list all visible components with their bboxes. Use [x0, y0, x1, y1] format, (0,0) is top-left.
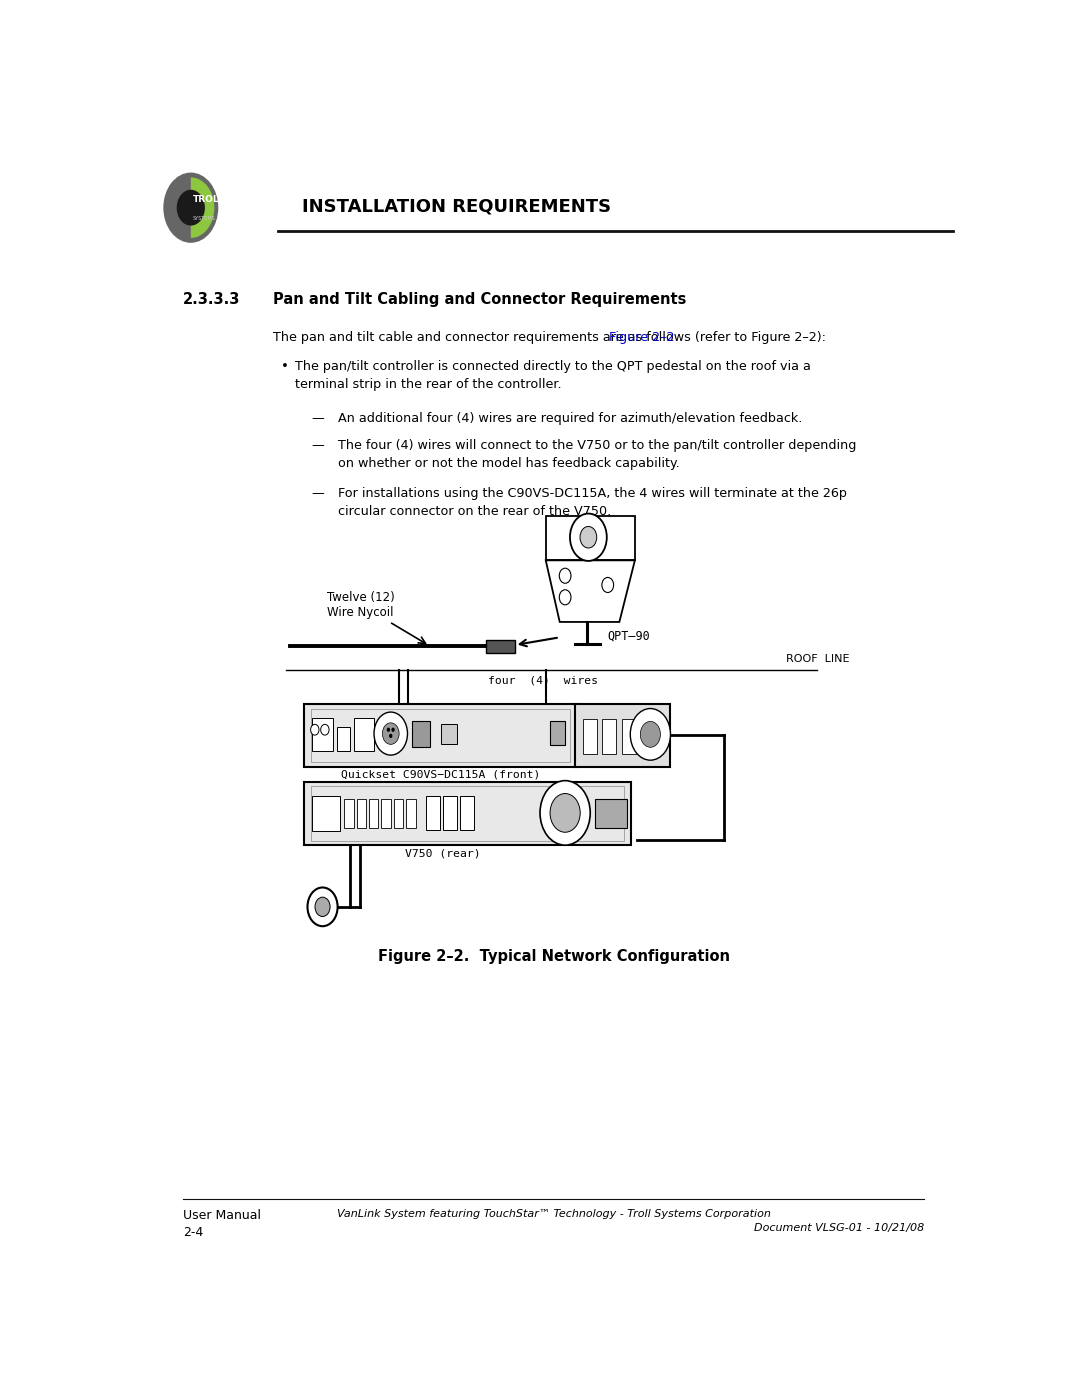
Bar: [345, 799, 353, 828]
Circle shape: [321, 725, 329, 735]
Circle shape: [389, 733, 392, 738]
Text: An additional four (4) wires are required for azimuth/elevation feedback.: An additional four (4) wires are require…: [338, 412, 802, 425]
Text: 2.3.3.3: 2.3.3.3: [183, 292, 241, 307]
Bar: [406, 799, 416, 828]
Bar: [595, 799, 627, 827]
Circle shape: [315, 897, 330, 916]
Text: QPT–90: QPT–90: [608, 630, 650, 643]
Circle shape: [631, 708, 671, 760]
Circle shape: [540, 781, 591, 845]
Text: TROLL: TROLL: [192, 194, 225, 204]
Bar: [603, 719, 617, 754]
Bar: [550, 721, 565, 745]
Text: —: —: [312, 439, 324, 451]
Circle shape: [311, 725, 319, 735]
Text: The four (4) wires will connect to the V750 or to the pan/tilt controller depend: The four (4) wires will connect to the V…: [338, 439, 856, 469]
Text: —: —: [312, 412, 324, 425]
Bar: [369, 799, 378, 828]
Bar: [337, 726, 350, 752]
Circle shape: [308, 887, 338, 926]
Text: Figure 2–2.  Typical Network Configuration: Figure 2–2. Typical Network Configuratio…: [378, 949, 729, 964]
Bar: [353, 718, 374, 752]
Bar: [303, 782, 631, 845]
Circle shape: [602, 577, 613, 592]
Circle shape: [382, 722, 400, 745]
Bar: [311, 708, 570, 763]
Bar: [312, 718, 333, 752]
Circle shape: [164, 173, 217, 242]
Text: Quickset C90VS−DC115A (front): Quickset C90VS−DC115A (front): [340, 770, 540, 780]
Bar: [394, 799, 403, 828]
Circle shape: [559, 569, 571, 584]
Bar: [443, 796, 457, 830]
Text: ROOF  LINE: ROOF LINE: [786, 654, 850, 664]
Text: Twelve (12)
Wire Nycoil: Twelve (12) Wire Nycoil: [327, 591, 426, 644]
Text: The pan/tilt controller is connected directly to the QPT pedestal on the roof vi: The pan/tilt controller is connected dir…: [296, 360, 811, 391]
Bar: [356, 799, 366, 828]
Circle shape: [391, 728, 395, 732]
Circle shape: [559, 590, 571, 605]
Circle shape: [387, 728, 390, 732]
Text: The pan and tilt cable and connector requirements are as follows (refer to Figur: The pan and tilt cable and connector req…: [273, 331, 826, 344]
Text: four  (4)  wires: four (4) wires: [488, 676, 597, 686]
Polygon shape: [486, 640, 515, 652]
Circle shape: [177, 190, 204, 225]
Bar: [303, 704, 577, 767]
Bar: [622, 719, 636, 754]
Text: SYSTEMS: SYSTEMS: [192, 217, 215, 221]
Circle shape: [580, 527, 597, 548]
Text: •: •: [281, 360, 288, 373]
Bar: [441, 724, 457, 743]
Bar: [381, 799, 391, 828]
Text: INSTALLATION REQUIREMENTS: INSTALLATION REQUIREMENTS: [301, 197, 611, 215]
Bar: [583, 719, 597, 754]
Text: Pan and Tilt Cabling and Connector Requirements: Pan and Tilt Cabling and Connector Requi…: [273, 292, 686, 307]
Bar: [426, 796, 440, 830]
Text: 2-4: 2-4: [183, 1225, 203, 1239]
Text: Document VLSG-01 - 10/21/08: Document VLSG-01 - 10/21/08: [754, 1222, 924, 1232]
Circle shape: [374, 712, 407, 756]
Circle shape: [550, 793, 580, 833]
Circle shape: [640, 721, 660, 747]
Bar: [576, 704, 670, 767]
Text: For installations using the C90VS-DC115A, the 4 wires will terminate at the 26p
: For installations using the C90VS-DC115A…: [338, 488, 847, 518]
Text: V750 (rear): V750 (rear): [405, 848, 481, 859]
Bar: [312, 796, 340, 831]
Text: User Manual: User Manual: [183, 1208, 261, 1222]
Bar: [413, 721, 430, 746]
Circle shape: [570, 514, 607, 562]
Text: —: —: [312, 488, 324, 500]
Wedge shape: [191, 177, 214, 237]
Bar: [311, 787, 624, 841]
Bar: [460, 796, 474, 830]
Bar: [545, 517, 635, 560]
Text: Figure 2–2: Figure 2–2: [609, 331, 674, 344]
Text: VanLink System featuring TouchStar™ Technology - Troll Systems Corporation: VanLink System featuring TouchStar™ Tech…: [337, 1208, 770, 1218]
Polygon shape: [545, 560, 635, 622]
